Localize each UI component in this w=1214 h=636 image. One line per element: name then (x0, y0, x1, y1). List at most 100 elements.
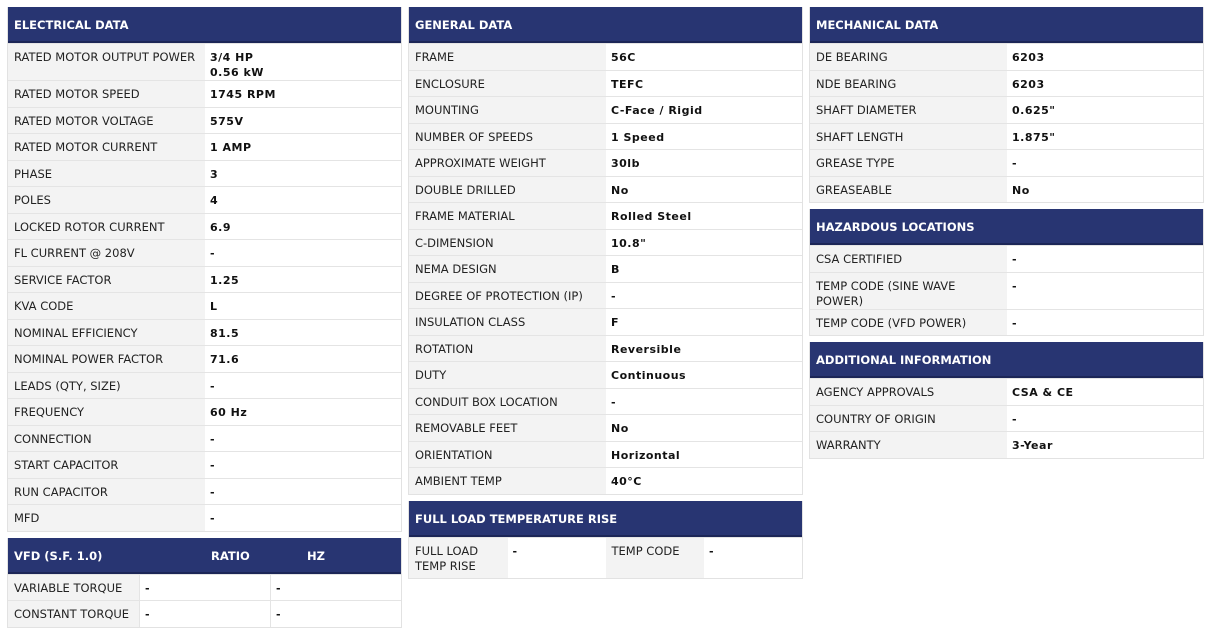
row-value: CSA & CE (1012, 386, 1074, 399)
table-row: NEMA DESIGN B (409, 255, 802, 282)
row-value: 10.8" (611, 236, 647, 250)
vfd-section: VFD (S.F. 1.0) RATIO HZ VARIABLE TORQUE … (7, 537, 402, 628)
hazardous-locations-section: HAZARDOUS LOCATIONS CSA CERTIFIED - TEMP CO… (809, 209, 1204, 336)
row-label: PHASE (8, 160, 205, 186)
row-label: LOCKED ROTOR CURRENT (8, 213, 205, 239)
row-label: RATED MOTOR SPEED (8, 81, 205, 107)
row-label: CONNECTION (8, 425, 205, 451)
row-label: C-DIMENSION (409, 229, 606, 255)
full-load-temp-rise-section: FULL LOAD TEMPERATURE RISE FULL LOAD TEM… (408, 500, 803, 579)
table-row: FREQUENCY 60 Hz (8, 398, 401, 425)
row-value: - (512, 544, 518, 558)
row-value: - (210, 485, 216, 499)
row-label: SHAFT DIAMETER (810, 97, 1007, 123)
row-value: - (210, 247, 216, 260)
table-row: MOUNTING C-Face / Rigid (409, 96, 802, 123)
table-row: CONDUIT BOX LOCATION - (409, 387, 802, 414)
row-value: C-Face / Rigid (611, 104, 703, 117)
row-value: 1 AMP (210, 141, 252, 154)
row-label: GREASE TYPE (810, 150, 1007, 176)
row-value: - (210, 459, 216, 472)
row-label: FL CURRENT @ 208V (8, 240, 205, 266)
additional-information-section: ADDITIONAL INFORMATION AGENCY APPROVALS CS… (809, 342, 1204, 459)
table-row: COUNTRY OF ORIGIN - (810, 404, 1203, 431)
row-label: RATED MOTOR VOLTAGE (8, 107, 205, 133)
table-row: RATED MOTOR SPEED 1745 RPM (8, 80, 401, 107)
table-row: DUTY Continuous (409, 361, 802, 388)
vfd-title: VFD (S.F. 1.0) (14, 548, 103, 563)
row-value: - (210, 379, 216, 393)
table-row: CONSTANT TORQUE - - (8, 600, 401, 627)
row-value: - (139, 601, 270, 627)
row-value: 1.875" (1012, 130, 1056, 144)
row-label: START CAPACITOR (8, 452, 205, 478)
table-row: C-DIMENSION 10.8" (409, 228, 802, 255)
table-row: KVA CODE L (8, 292, 401, 319)
row-value: - (709, 544, 715, 558)
section-header: ADDITIONAL INFORMATION (810, 342, 1203, 378)
row-label: TEMP CODE (605, 537, 704, 578)
row-value: - (1012, 279, 1018, 293)
row-value: Reversible (611, 342, 682, 356)
table-row: ORIENTATION Horizontal (409, 440, 802, 467)
table-row: NOMINAL POWER FACTOR 71.6 (8, 345, 401, 372)
row-value: 6203 (1012, 77, 1045, 91)
row-label: DEGREE OF PROTECTION (IP) (409, 282, 606, 308)
row-value: - (1012, 157, 1018, 170)
table-row: INSULATION CLASS F (409, 308, 802, 335)
row-label: RATED MOTOR OUTPUT POWER (8, 44, 205, 80)
table-row: MFD - (8, 504, 401, 531)
row-label: FULL LOAD TEMP RISE (409, 537, 508, 578)
table-row: RUN CAPACITOR - (8, 477, 401, 504)
electrical-data-section: ELECTRICAL DATA RATED MOTOR OUTPUT POWER 3… (7, 7, 402, 532)
row-label: DOUBLE DRILLED (409, 176, 606, 202)
row-value: 3-Year (1012, 439, 1053, 452)
table-row: DOUBLE DRILLED No (409, 175, 802, 202)
section-header: HAZARDOUS LOCATIONS (810, 209, 1203, 245)
table-row: TEMP CODE (SINE WAVE POWER) - (810, 271, 1203, 309)
table-row: SERVICE FACTOR 1.25 (8, 265, 401, 292)
table-row: FL CURRENT @ 208V - (8, 239, 401, 266)
ratio-header: RATIO (211, 548, 250, 563)
row-value: - (611, 395, 617, 409)
row-value: - (1012, 412, 1018, 426)
row-value: - (270, 574, 401, 600)
row-label: COUNTRY OF ORIGIN (810, 405, 1007, 431)
table-row: CONNECTION - (8, 424, 401, 451)
table-row: FRAME MATERIAL Rolled Steel (409, 202, 802, 229)
row-value: - (611, 289, 617, 303)
row-value: 60 Hz (210, 406, 248, 419)
row-label: FREQUENCY (8, 399, 205, 425)
row-value: No (1012, 183, 1030, 197)
row-label: REMOVABLE FEET (409, 415, 606, 441)
row-value: Continuous (611, 369, 687, 382)
table-row: RATED MOTOR CURRENT 1 AMP (8, 133, 401, 160)
row-label: NEMA DESIGN (409, 256, 606, 282)
table-row: CSA CERTIFIED - (810, 245, 1203, 272)
row-label: DUTY (409, 362, 606, 388)
row-value: F (611, 316, 620, 329)
row-label: AGENCY APPROVALS (810, 379, 1007, 405)
row-value: - (1012, 316, 1018, 330)
row-label: ROTATION (409, 335, 606, 361)
table-row: PHASE 3 (8, 159, 401, 186)
table-row: LEADS (QTY, SIZE) - (8, 371, 401, 398)
row-label: POLES (8, 187, 205, 213)
table-row: ENCLOSURE TEFC (409, 69, 802, 96)
row-value: 56C (611, 51, 636, 64)
row-label: KVA CODE (8, 293, 205, 319)
row-label: INSULATION CLASS (409, 309, 606, 335)
table-row: WARRANTY 3-Year (810, 431, 1203, 458)
table-row: SHAFT LENGTH 1.875" (810, 122, 1203, 149)
table-row: FRAME 56C (409, 43, 802, 70)
table-row: START CAPACITOR - (8, 451, 401, 478)
row-value: - (210, 432, 216, 446)
section-header: GENERAL DATA (409, 7, 802, 43)
table-row: REMOVABLE FEET No (409, 414, 802, 441)
table-row: APPROXIMATE WEIGHT 30lb (409, 149, 802, 176)
table-row: GREASEABLE No (810, 175, 1203, 202)
table-row: RATED MOTOR VOLTAGE 575V (8, 106, 401, 133)
row-value: 30lb (611, 157, 640, 170)
row-label: MFD (8, 505, 205, 531)
row-value: No (611, 183, 629, 197)
